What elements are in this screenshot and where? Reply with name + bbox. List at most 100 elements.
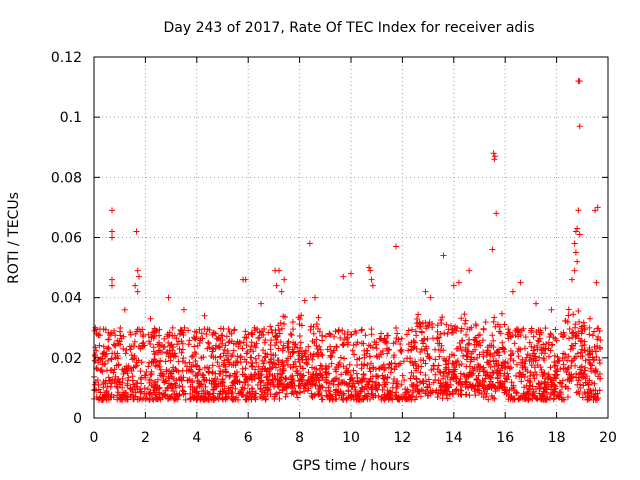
data-point [584,396,591,403]
data-point [596,327,603,334]
data-point [557,365,564,372]
data-point [260,347,267,354]
data-point [592,207,599,214]
data-point [501,387,508,394]
data-point [129,373,136,380]
data-point [247,354,254,361]
data-point [277,380,284,387]
data-point [572,249,579,256]
data-point [243,350,250,357]
data-point [341,330,348,337]
data-point [378,330,385,337]
data-point [121,306,128,313]
data-point [295,382,302,389]
data-point [226,338,233,345]
data-point [180,331,187,338]
data-point [450,282,457,289]
data-point [495,362,502,369]
data-point [550,396,557,403]
data-point [200,374,207,381]
data-point [307,326,314,333]
data-point [165,373,172,380]
data-point [96,342,103,349]
data-point [446,369,453,376]
data-point [193,384,200,391]
data-point [579,394,586,401]
data-point [280,342,287,349]
data-point [192,357,199,364]
data-point [340,378,347,385]
data-point [251,394,258,401]
data-point [405,347,412,354]
data-point [176,345,183,352]
data-point [248,343,255,350]
data-point [191,349,198,356]
data-point [162,358,169,365]
data-point [273,332,280,339]
data-point [418,363,425,370]
data-point [155,395,162,402]
data-point [416,378,423,385]
data-point [267,323,274,330]
data-point [438,383,445,390]
data-point [574,225,581,232]
data-point [232,373,239,380]
data-point [372,382,379,389]
data-point [143,368,150,375]
data-point [128,391,135,398]
data-point [461,311,468,318]
data-point [596,360,603,367]
data-point [395,396,402,403]
data-point [276,267,283,274]
data-point [276,330,283,337]
data-point [265,386,272,393]
data-point [586,346,593,353]
data-point [482,375,489,382]
data-point [201,395,208,402]
data-point [414,320,421,327]
data-point [218,332,225,339]
data-point [491,314,498,321]
data-point [413,394,420,401]
data-point [116,379,123,386]
data-point [480,349,487,356]
data-point [237,354,244,361]
data-point [191,343,198,350]
data-point [458,347,465,354]
data-point [195,390,202,397]
data-point [274,357,281,364]
data-point [575,335,582,342]
data-point [495,379,502,386]
data-point [565,306,572,313]
data-point [168,381,175,388]
data-point [533,300,540,307]
data-point [442,357,449,364]
data-point [383,379,390,386]
data-point [415,311,422,318]
data-point [112,332,119,339]
data-point [195,378,202,385]
data-point [398,335,405,342]
data-point [232,385,239,392]
data-point [282,393,289,400]
data-point [417,369,424,376]
data-point [239,345,246,352]
data-point [253,359,260,366]
data-point [329,396,336,403]
data-point [150,344,157,351]
data-point [205,340,212,347]
data-point [316,391,323,398]
data-point [540,341,547,348]
data-point [584,379,591,386]
data-point [216,344,223,351]
data-point [287,374,294,381]
data-point [188,353,195,360]
data-point [133,228,140,235]
data-point [267,358,274,365]
x-tick-label: 8 [295,430,304,446]
data-point [312,372,319,379]
data-point [255,363,262,370]
data-point [347,331,354,338]
data-point [189,352,196,359]
data-point [221,346,228,353]
